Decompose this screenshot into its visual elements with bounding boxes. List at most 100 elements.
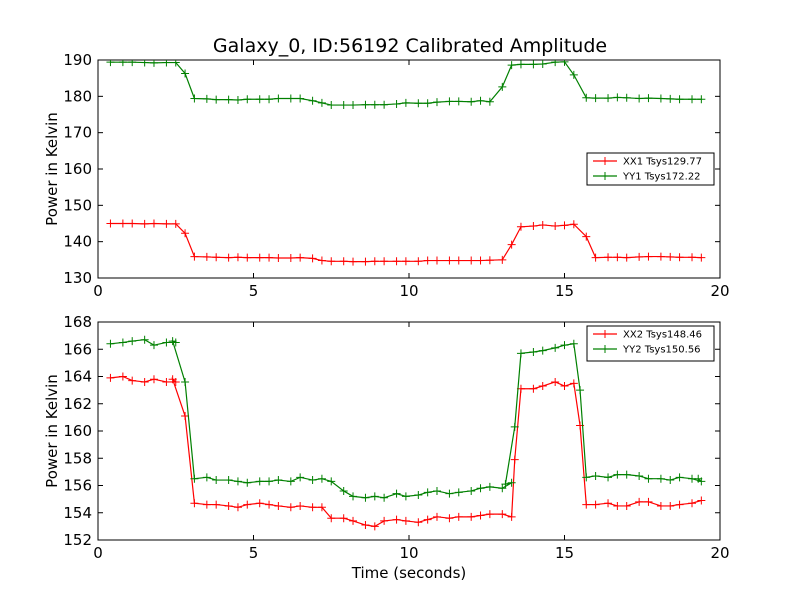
y-tick-label: 154 (63, 504, 92, 522)
data-point-marker (308, 96, 317, 105)
data-point-marker (604, 473, 613, 482)
y-tick-label: 190 (63, 51, 92, 69)
data-point-marker (538, 60, 547, 68)
data-point-marker (688, 253, 697, 262)
data-point-marker (485, 97, 494, 106)
data-point-marker (591, 253, 600, 262)
x-tick-label: 10 (399, 544, 418, 562)
data-point-marker (349, 516, 358, 525)
legend-box (586, 325, 715, 362)
data-point-marker (622, 470, 631, 479)
data-point-marker (414, 518, 423, 527)
legend-label: XX2 Tsys148.46 (623, 330, 702, 341)
x-tick-label: 20 (710, 282, 729, 300)
data-point-marker (370, 522, 379, 531)
series-2 (106, 335, 706, 502)
data-point-marker (181, 412, 190, 421)
data-point-marker (308, 503, 317, 512)
data-point-marker (296, 501, 305, 510)
data-point-marker (296, 94, 305, 103)
data-point-marker (202, 94, 211, 103)
data-point-marker (255, 95, 264, 104)
data-point-marker (445, 256, 454, 265)
data-point-marker (401, 257, 410, 266)
data-point-marker (432, 486, 441, 495)
data-point-marker (140, 335, 149, 344)
data-point-marker (401, 492, 410, 501)
legend-item: YY1 Tsys172.22 (593, 172, 701, 183)
data-point-marker (551, 377, 560, 386)
x-tick-label: 0 (93, 282, 103, 300)
data-point-marker (454, 488, 463, 497)
data-point-marker (327, 257, 336, 266)
data-point-marker (635, 94, 644, 103)
data-point-marker (498, 484, 507, 493)
x-tick-label: 15 (555, 282, 574, 300)
data-point-marker (190, 94, 199, 103)
data-point-marker (274, 94, 283, 103)
data-point-marker (569, 379, 578, 388)
data-point-marker (560, 60, 569, 66)
data-point-marker (243, 478, 252, 487)
data-point-marker (501, 480, 510, 489)
data-point-marker (498, 255, 507, 264)
x-tick-label: 5 (249, 544, 259, 562)
data-point-marker (656, 474, 665, 483)
data-point-marker (666, 476, 675, 485)
data-point-marker (286, 94, 295, 103)
chart-panel-bottom: 0 5 10 15 20 152 154 156 158 160 162 164 166 168 Power… (43, 313, 730, 582)
data-point-marker (118, 338, 127, 347)
y-tick-label: 140 (63, 233, 92, 251)
data-point-marker (591, 500, 600, 509)
data-point-marker (635, 497, 644, 506)
data-point-marker (140, 219, 149, 228)
data-point-marker (168, 337, 177, 346)
data-point-marker (423, 256, 432, 265)
data-point-marker (140, 377, 149, 386)
data-point-marker (296, 473, 305, 482)
data-point-marker (423, 99, 432, 108)
data-point-marker (529, 222, 538, 231)
data-point-marker (317, 503, 326, 512)
data-point-marker (622, 253, 631, 262)
data-point-marker (551, 343, 560, 352)
x-tick-label: 10 (399, 282, 418, 300)
data-point-marker (265, 477, 274, 486)
data-point-marker (560, 341, 569, 350)
data-point-marker (516, 60, 525, 69)
legend-swatch-marker (601, 345, 609, 353)
legend-swatch-marker (601, 157, 609, 165)
data-point-marker (361, 521, 370, 530)
y-tick-label: 162 (63, 395, 92, 413)
legend-item: XX1 Tsys129.77 (593, 157, 702, 168)
data-point-marker (202, 252, 211, 261)
data-point-marker (560, 382, 569, 391)
data-point-marker (423, 515, 432, 524)
data-point-marker (212, 95, 221, 104)
data-point-marker (224, 253, 233, 262)
data-point-marker (190, 252, 199, 261)
data-point-marker (370, 492, 379, 501)
data-point-marker (467, 512, 476, 521)
data-point-marker (274, 254, 283, 263)
data-point-marker (656, 94, 665, 103)
y-tick-label: 160 (63, 422, 92, 440)
data-point-marker (485, 256, 494, 265)
data-point-marker (485, 482, 494, 491)
data-point-marker (224, 476, 233, 485)
data-point-marker (476, 511, 485, 520)
data-point-marker (274, 501, 283, 510)
data-point-marker (243, 95, 252, 104)
data-point-marker (551, 60, 560, 67)
data-point-marker (613, 501, 622, 510)
data-point-marker (656, 252, 665, 261)
data-point-marker (224, 95, 233, 104)
data-point-marker (128, 376, 137, 385)
data-point-marker (694, 474, 703, 483)
data-point-marker (212, 253, 221, 262)
data-point-marker (265, 253, 274, 262)
data-point-marker (560, 221, 569, 230)
data-point-marker (604, 499, 613, 508)
data-point-marker (243, 253, 252, 262)
data-point-marker (181, 229, 190, 238)
